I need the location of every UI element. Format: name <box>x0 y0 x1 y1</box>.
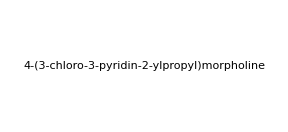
Text: 4-(3-chloro-3-pyridin-2-ylpropyl)morpholine: 4-(3-chloro-3-pyridin-2-ylpropyl)morphol… <box>23 61 265 71</box>
